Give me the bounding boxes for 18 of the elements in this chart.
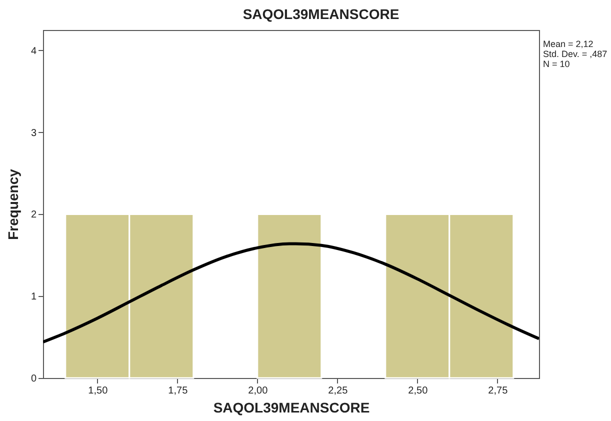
x-tick-label: 1,75	[168, 386, 188, 396]
y-tick-label: 0	[30, 374, 37, 384]
x-tick-label: 2,00	[248, 386, 268, 396]
x-tick-label: 2,50	[408, 386, 428, 396]
text: Std. Dev. = ,487	[543, 49, 608, 59]
y-tick-label: 1	[30, 292, 37, 303]
y-tick-label: 2	[30, 210, 37, 221]
y-tick-label: 4	[30, 46, 37, 57]
y-axis-title: Frequency	[4, 168, 21, 240]
text: N = 10	[543, 59, 570, 69]
x-tick-label: 2,75	[488, 386, 508, 396]
x-tick-label: 2,25	[328, 386, 348, 396]
line-series	[43, 242, 539, 344]
chart-title: SAQOL39MEANSCORE	[242, 6, 400, 22]
x-axis-title: SAQOL39MEANSCORE	[213, 400, 370, 416]
text: Mean = 2,12	[543, 39, 594, 49]
y-tick-label: 3	[30, 128, 37, 139]
x-tick-label: 1,50	[88, 386, 108, 396]
